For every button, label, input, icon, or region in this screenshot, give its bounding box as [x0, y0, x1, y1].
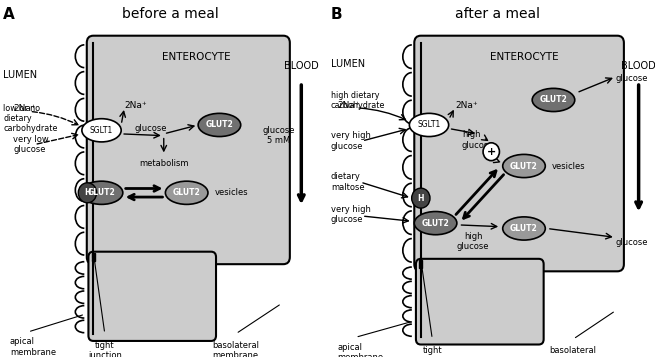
Ellipse shape	[165, 181, 208, 204]
Text: ENTEROCYTE: ENTEROCYTE	[162, 52, 231, 62]
Text: BLOOD: BLOOD	[284, 61, 319, 71]
Text: H: H	[84, 188, 90, 197]
Text: +: +	[487, 147, 496, 157]
Text: apical
membrane: apical membrane	[10, 337, 56, 357]
Text: GLUT2: GLUT2	[510, 161, 538, 171]
Text: basolateral
membrane: basolateral membrane	[550, 346, 597, 357]
Text: vesicles: vesicles	[214, 188, 248, 197]
Text: LUMEN: LUMEN	[331, 59, 365, 69]
Text: very high
glucose: very high glucose	[331, 131, 371, 151]
Text: dietary
maltose: dietary maltose	[331, 172, 364, 192]
Text: GLUT2: GLUT2	[206, 120, 233, 130]
FancyBboxPatch shape	[416, 259, 544, 345]
Text: tight
junction: tight junction	[415, 346, 449, 357]
Text: GLUT2: GLUT2	[510, 224, 538, 233]
Text: LUMEN: LUMEN	[3, 70, 37, 80]
Text: glucose: glucose	[616, 74, 648, 83]
Ellipse shape	[198, 114, 241, 136]
Text: GLUT2: GLUT2	[540, 95, 567, 105]
Text: glucose: glucose	[134, 124, 167, 133]
Circle shape	[79, 183, 97, 203]
Text: BLOOD: BLOOD	[621, 61, 655, 71]
Bar	[92, 253, 95, 261]
Text: A: A	[3, 7, 15, 22]
Text: 2Na⁺: 2Na⁺	[124, 101, 147, 110]
Text: high dietary
carbohydrate: high dietary carbohydrate	[331, 91, 385, 110]
Ellipse shape	[82, 119, 121, 142]
Text: 2Na⁺: 2Na⁺	[337, 101, 360, 110]
Text: basolateral
membrane: basolateral membrane	[212, 341, 259, 357]
Text: GLUT2: GLUT2	[173, 188, 200, 197]
Text: before a meal: before a meal	[122, 7, 219, 21]
FancyBboxPatch shape	[86, 36, 290, 264]
Text: after a meal: after a meal	[455, 7, 540, 21]
Ellipse shape	[532, 89, 575, 112]
Ellipse shape	[81, 181, 123, 204]
Text: glucose: glucose	[616, 238, 648, 247]
Text: vesicles: vesicles	[552, 161, 586, 171]
FancyBboxPatch shape	[414, 36, 624, 271]
Ellipse shape	[503, 154, 545, 177]
Ellipse shape	[409, 114, 449, 136]
Text: SGLT1: SGLT1	[417, 120, 441, 130]
Text: ENTEROCYTE: ENTEROCYTE	[490, 52, 558, 62]
Ellipse shape	[503, 217, 545, 240]
Text: metabolism: metabolism	[139, 159, 189, 168]
Text: very high
glucose: very high glucose	[331, 205, 371, 224]
Text: high
glucose: high glucose	[462, 130, 495, 150]
Bar	[419, 260, 422, 268]
Circle shape	[483, 143, 499, 161]
FancyBboxPatch shape	[147, 36, 258, 64]
Text: 2Na⁺: 2Na⁺	[455, 101, 478, 110]
FancyBboxPatch shape	[88, 252, 216, 341]
Circle shape	[411, 188, 430, 208]
Text: very low
glucose: very low glucose	[13, 135, 49, 154]
Text: H: H	[418, 193, 424, 203]
Ellipse shape	[414, 211, 457, 235]
Text: 2Na⁺: 2Na⁺	[13, 104, 36, 114]
Text: glucose
5 mM: glucose 5 mM	[262, 126, 295, 145]
Text: tight
junction: tight junction	[88, 341, 122, 357]
Text: high
glucose: high glucose	[457, 232, 489, 251]
Text: apical
membrane: apical membrane	[337, 343, 383, 357]
Text: GLUT2: GLUT2	[422, 218, 449, 228]
Text: SGLT1: SGLT1	[90, 126, 113, 135]
Text: B: B	[331, 7, 343, 22]
Text: GLUT2: GLUT2	[88, 188, 115, 197]
Text: low or no
dietary
carbohydrate: low or no dietary carbohydrate	[3, 104, 58, 133]
